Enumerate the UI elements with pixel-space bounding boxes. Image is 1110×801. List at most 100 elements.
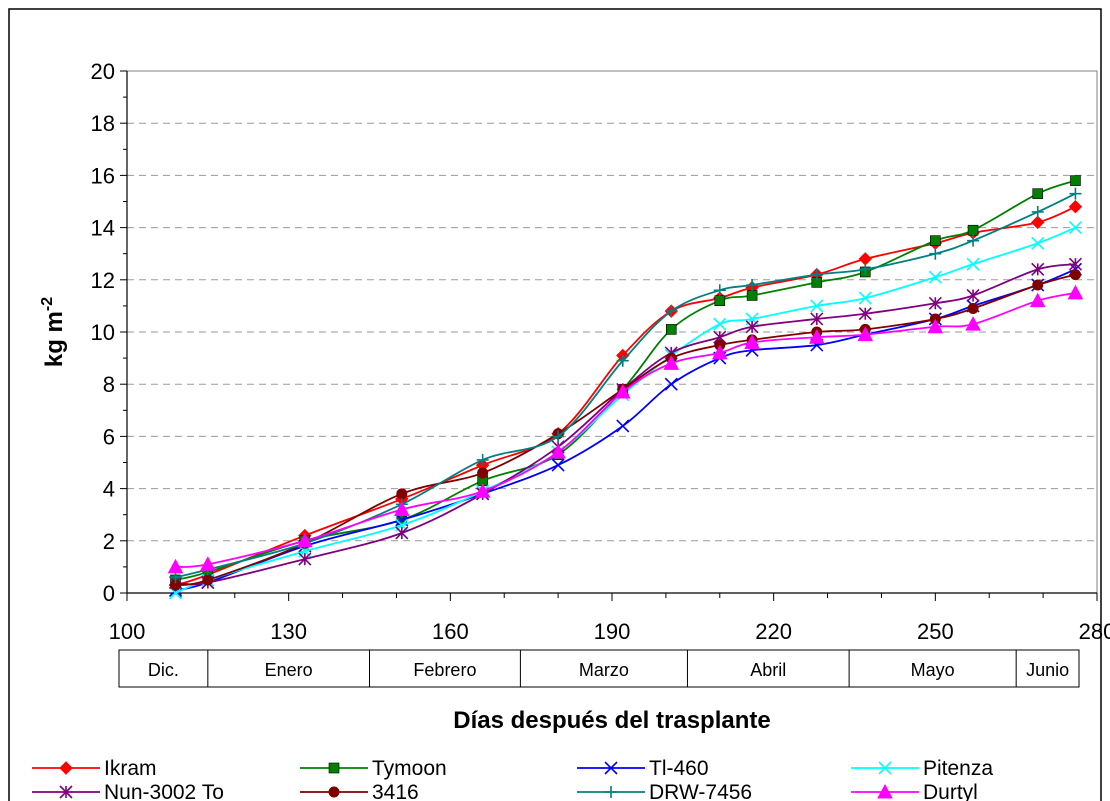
data-point-pitenza: [810, 299, 824, 313]
data-point-durtyl: [167, 558, 184, 574]
data-point-nun-3002-to: [1031, 262, 1045, 276]
data-point-ikram: [1031, 215, 1045, 230]
series-lines: [167, 175, 1084, 600]
data-point-tymoon: [1032, 188, 1044, 199]
data-point-durtyl: [296, 532, 313, 548]
data-point-tl-460: [664, 377, 678, 391]
data-point-drw-7456: [1031, 205, 1044, 218]
y-tick-label: 6: [103, 424, 115, 449]
data-point-drw-7456: [552, 430, 565, 443]
month-label: Junio: [1026, 660, 1069, 680]
data-point-durtyl: [663, 355, 680, 370]
data-point-nun-3002-to: [745, 320, 759, 334]
x-tick-label: 190: [594, 619, 631, 644]
data-point-tymoon: [1070, 175, 1081, 186]
month-label: Marzo: [579, 660, 629, 680]
y-axis-title-sup: -2: [39, 297, 56, 311]
legend-item-durtyl: Durtyl: [851, 781, 978, 801]
y-tick-label: 18: [91, 111, 115, 136]
x-tick-label: 130: [270, 619, 307, 644]
legend-marker: [59, 785, 73, 799]
legend-item-pitenza: Pitenza: [851, 757, 993, 780]
data-point-durtyl: [199, 556, 216, 571]
month-label: Mayo: [911, 660, 955, 680]
data-point-durtyl: [808, 329, 825, 344]
data-point-tymoon: [967, 224, 979, 236]
data-point-3416: [967, 303, 979, 315]
data-point-tymoon: [930, 235, 941, 246]
x-tick-label: 100: [109, 619, 146, 644]
y-tick-label: 2: [103, 529, 115, 554]
month-label: Abril: [750, 660, 786, 680]
legend-marker: [605, 786, 617, 798]
legend-label: Pitenza: [923, 757, 993, 780]
data-point-pitenza: [966, 257, 980, 271]
data-point-pitenza: [928, 270, 942, 284]
data-point-tl-460: [616, 419, 630, 433]
data-point-drw-7456: [713, 284, 726, 297]
y-tick-label: 8: [103, 372, 115, 397]
data-point-durtyl: [393, 501, 410, 516]
y-tick-label: 12: [91, 268, 115, 293]
data-point-tymoon: [714, 295, 726, 306]
x-tick-label: 220: [755, 619, 792, 644]
data-point-nun-3002-to: [810, 312, 824, 326]
month-label: Enero: [265, 660, 313, 680]
y-tick-label: 16: [91, 163, 115, 188]
legend-item-drw-7456: DRW-7456: [577, 781, 752, 801]
legend-label: Tymoon: [372, 757, 447, 780]
data-point-drw-7456: [746, 279, 759, 292]
data-point-durtyl: [1029, 292, 1046, 308]
data-point-pitenza: [858, 291, 872, 305]
data-point-nun-3002-to: [395, 526, 409, 540]
data-point-3416: [202, 574, 214, 586]
legend-label: Nun-3002 To: [104, 781, 224, 801]
y-tick-label: 20: [91, 59, 115, 84]
data-point-durtyl: [927, 318, 944, 334]
data-point-3416: [477, 467, 489, 479]
legend-label: DRW-7456: [649, 781, 752, 801]
data-point-drw-7456: [967, 234, 980, 247]
y-tick-label: 10: [91, 320, 115, 345]
y-tick-label: 0: [103, 581, 115, 606]
data-point-durtyl: [614, 383, 631, 399]
data-point-drw-7456: [859, 263, 872, 276]
data-point-durtyl: [857, 326, 874, 342]
y-axis-title-base: kg m: [41, 311, 68, 367]
data-point-drw-7456: [1069, 187, 1082, 200]
x-tick-label: 250: [917, 619, 954, 644]
data-point-durtyl: [474, 483, 491, 498]
legend: Ikram Tymoon Tl-460 Pitenza Nun-3002 To 3416 D…: [32, 757, 993, 801]
legend-item-nun-3002-to: Nun-3002 To: [32, 781, 224, 801]
data-point-ikram: [1068, 200, 1083, 214]
data-point-drw-7456: [929, 247, 942, 260]
legend-marker: [877, 783, 893, 799]
data-point-drw-7456: [476, 453, 489, 466]
data-point-nun-3002-to: [298, 552, 312, 566]
data-point-drw-7456: [810, 268, 823, 281]
legend-marker: [328, 762, 340, 774]
legend-item-tl-460: Tl-460: [577, 757, 709, 780]
data-point-nun-3002-to: [858, 307, 872, 321]
data-point-durtyl: [965, 316, 981, 331]
data-point-pitenza: [1068, 221, 1083, 235]
x-tick-label: 280: [1079, 619, 1110, 644]
series-durtyl: [167, 284, 1084, 574]
legend-item-tymoon: Tymoon: [300, 757, 447, 780]
legend-item-ikram: Ikram: [32, 757, 157, 780]
data-point-durtyl: [744, 334, 760, 349]
month-label: Dic.: [148, 660, 179, 680]
data-point-pitenza: [168, 586, 183, 600]
data-point-pitenza: [713, 317, 727, 331]
data-point-nun-3002-to: [966, 288, 980, 303]
data-point-pitenza: [1031, 236, 1045, 250]
chart-border: [8, 8, 1102, 801]
month-bar: Dic. Enero Febrero Marzo Abril Mayo Junio: [118, 649, 1080, 688]
data-point-tl-460: [551, 458, 565, 472]
series-drw-7456: [169, 187, 1082, 584]
legend-label: Ikram: [104, 757, 157, 780]
y-tick-label: 14: [91, 216, 115, 241]
data-point-durtyl: [550, 444, 566, 459]
data-point-tymoon: [746, 290, 758, 301]
